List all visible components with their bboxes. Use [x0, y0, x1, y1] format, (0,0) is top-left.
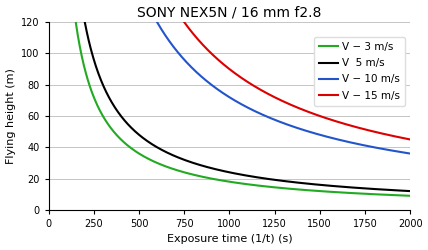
V − 3 m/s [347, 192, 352, 194]
V − 10 m/s [362, 144, 367, 147]
V − 15 m/s [402, 137, 407, 140]
Line: V − 15 m/s: V − 15 m/s [184, 22, 410, 140]
V − 10 m/s [305, 130, 310, 133]
X-axis label: Exposure time (1/t) (s): Exposure time (1/t) (s) [166, 234, 292, 244]
Title: SONY NEX5N / 16 mm f2.8: SONY NEX5N / 16 mm f2.8 [137, 6, 321, 20]
Line: V  5 m/s: V 5 m/s [85, 22, 410, 191]
V − 3 m/s [73, 20, 78, 24]
V − 15 m/s [181, 20, 187, 24]
V − 10 m/s [407, 152, 413, 155]
V  5 m/s [400, 189, 405, 192]
V − 15 m/s [289, 104, 294, 106]
V  5 m/s [82, 20, 87, 24]
V  5 m/s [258, 176, 263, 180]
Y-axis label: Flying height (m): Flying height (m) [6, 68, 15, 164]
V − 15 m/s [407, 138, 413, 141]
V  5 m/s [276, 179, 281, 182]
V − 3 m/s [407, 194, 413, 197]
V − 3 m/s [234, 181, 239, 184]
V − 15 m/s [367, 129, 372, 132]
V − 10 m/s [155, 20, 160, 24]
V − 10 m/s [401, 151, 407, 154]
V − 10 m/s [291, 126, 297, 128]
V  5 m/s [349, 186, 354, 189]
V  5 m/s [239, 173, 244, 176]
V − 3 m/s [272, 186, 277, 189]
V  5 m/s [237, 173, 242, 176]
V − 3 m/s [254, 184, 259, 187]
V − 15 m/s [316, 114, 321, 117]
Line: V − 10 m/s: V − 10 m/s [157, 22, 410, 154]
V − 10 m/s [275, 119, 280, 122]
V − 3 m/s [399, 194, 404, 197]
Legend: V − 3 m/s, V  5 m/s, V − 10 m/s, V − 15 m/s: V − 3 m/s, V 5 m/s, V − 10 m/s, V − 15 m… [314, 37, 405, 106]
V − 10 m/s [276, 120, 281, 123]
V − 15 m/s [290, 104, 295, 107]
V − 3 m/s [232, 181, 237, 184]
Line: V − 3 m/s: V − 3 m/s [76, 22, 410, 196]
V − 15 m/s [304, 110, 309, 113]
V  5 m/s [407, 190, 413, 192]
